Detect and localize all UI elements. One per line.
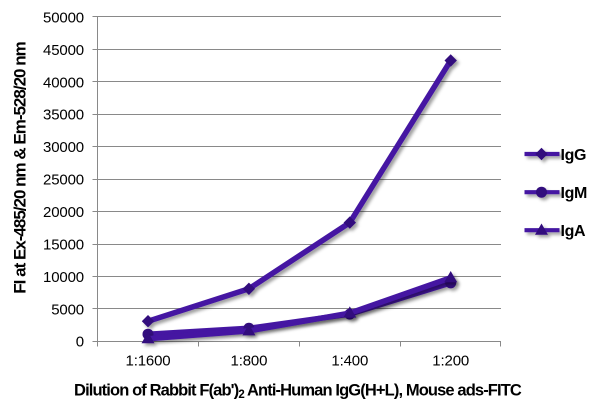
svg-text:15000: 15000 (43, 236, 84, 253)
svg-text:50000: 50000 (43, 9, 84, 26)
svg-text:IgM: IgM (561, 185, 588, 202)
svg-text:20000: 20000 (43, 204, 84, 221)
svg-text:5000: 5000 (51, 301, 84, 318)
svg-text:0: 0 (76, 334, 84, 351)
svg-text:40000: 40000 (43, 74, 84, 91)
svg-text:45000: 45000 (43, 42, 84, 59)
svg-text:IgA: IgA (561, 223, 587, 240)
svg-text:FI at Ex-485/20 nm & Em-528/20: FI at Ex-485/20 nm & Em-528/20 nm (11, 41, 30, 293)
svg-text:10000: 10000 (43, 269, 84, 286)
svg-text:1:1600: 1:1600 (126, 352, 171, 369)
svg-text:IgG: IgG (561, 147, 587, 164)
svg-text:1:400: 1:400 (331, 352, 368, 369)
svg-text:30000: 30000 (43, 139, 84, 156)
svg-text:35000: 35000 (43, 107, 84, 124)
svg-text:Dilution of Rabbit F(ab')2 Ant: Dilution of Rabbit F(ab')2 Anti-Human Ig… (74, 382, 522, 402)
svg-text:1:800: 1:800 (231, 352, 268, 369)
svg-text:25000: 25000 (43, 172, 84, 189)
svg-text:1:200: 1:200 (432, 352, 469, 369)
